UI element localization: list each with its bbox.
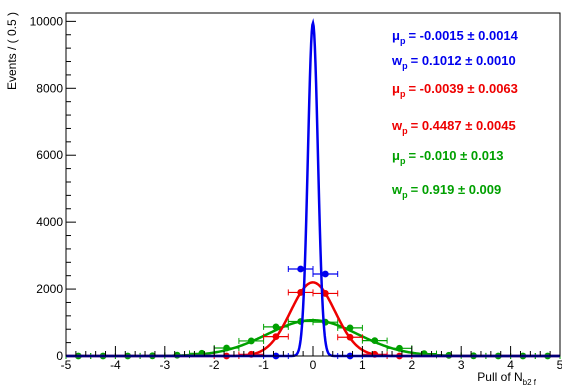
axes-layer: -5 -4 -3 -2 -1 0 1 2 3 4 5 0 2000 4000 6000 8000 10000 <box>30 14 562 372</box>
y-tick-label: 10000 <box>30 14 64 28</box>
y-tick-label: 0 <box>56 349 63 363</box>
parameter-symbol: w <box>391 182 403 197</box>
parameter-symbol: w <box>391 118 403 133</box>
parameter-subscript: p <box>402 126 408 136</box>
fit-parameter-mu-0: μp = -0.0015 ± 0.0014 <box>392 28 519 46</box>
y-tick-label: 4000 <box>36 215 63 229</box>
parameter-value: = -0.010 ± 0.013 <box>408 148 503 163</box>
x-axis-title: Pull of Nb2 f <box>477 370 536 387</box>
y-tick-label: 2000 <box>36 282 63 296</box>
x-tick-label: 2 <box>408 358 415 372</box>
fit-parameter-mu-1: μp = -0.0039 ± 0.0063 <box>392 81 518 99</box>
y-tick-label: 6000 <box>36 148 63 162</box>
x-axis-title-subscript: b2 f <box>523 378 537 387</box>
parameter-subscript: p <box>402 190 408 200</box>
x-tick-label: -5 <box>61 358 72 372</box>
y-axis-title: Events / ( 0.5 ) <box>5 12 19 90</box>
fit-parameter-w-0: wp = 0.1012 ± 0.0010 <box>391 53 516 71</box>
x-axis-title-main: Pull of N <box>477 370 522 384</box>
y-tick-label: 8000 <box>36 81 63 95</box>
x-tick-label: -3 <box>159 358 170 372</box>
x-tick-label: -1 <box>258 358 269 372</box>
fit-parameter-mu-2: μp = -0.010 ± 0.013 <box>392 148 503 166</box>
parameter-symbol: μ <box>392 28 400 43</box>
parameter-subscript: p <box>400 156 406 166</box>
data-point <box>321 270 329 278</box>
data-point <box>297 265 305 273</box>
parameter-value: = 0.4487 ± 0.0045 <box>411 118 516 133</box>
parameter-value: = -0.0015 ± 0.0014 <box>408 28 518 43</box>
parameter-value: = 0.919 ± 0.009 <box>411 182 502 197</box>
fit-parameter-w-1: wp = 0.4487 ± 0.0045 <box>391 118 516 136</box>
x-tick-label: 5 <box>557 358 562 372</box>
x-tick-label: -2 <box>209 358 220 372</box>
x-tick-label: -4 <box>110 358 121 372</box>
x-tick-label: 1 <box>359 358 366 372</box>
x-tick-label: 3 <box>458 358 465 372</box>
fit-parameter-w-2: wp = 0.919 ± 0.009 <box>391 182 501 200</box>
parameter-symbol: μ <box>392 148 400 163</box>
x-tick-label: 0 <box>310 358 317 372</box>
parameter-subscript: p <box>400 89 406 99</box>
parameter-value: = -0.0039 ± 0.0063 <box>408 81 517 96</box>
parameter-symbol: μ <box>392 81 400 96</box>
parameter-value: = 0.1012 ± 0.0010 <box>411 53 516 68</box>
parameter-subscript: p <box>400 36 406 46</box>
parameter-symbol: w <box>391 53 403 68</box>
parameter-subscript: p <box>402 61 408 71</box>
x-tick-label: 4 <box>507 358 514 372</box>
